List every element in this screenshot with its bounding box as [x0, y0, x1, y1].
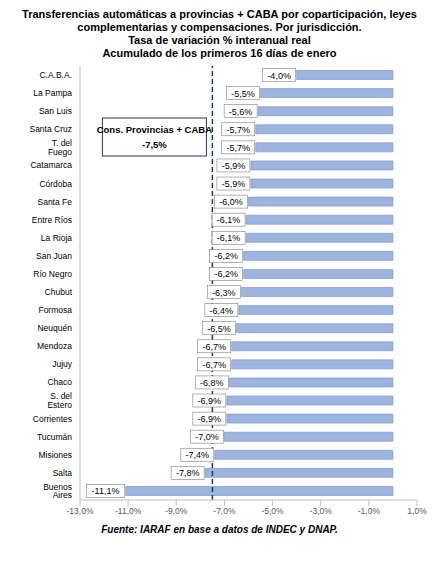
svg-text:Río Negro: Río Negro: [33, 269, 72, 279]
svg-text:-6,7%: -6,7%: [202, 342, 226, 352]
svg-text:-6,4%: -6,4%: [210, 306, 234, 316]
svg-text:Santa Fe: Santa Fe: [38, 197, 73, 207]
svg-text:S. delEstero: S. delEstero: [47, 391, 72, 410]
svg-text:-4,0%: -4,0%: [267, 71, 291, 81]
svg-text:Catamarca: Catamarca: [30, 160, 72, 170]
svg-text:-6,2%: -6,2%: [214, 269, 238, 279]
svg-text:Tucumán: Tucumán: [37, 432, 72, 442]
svg-text:Chaco: Chaco: [47, 377, 72, 387]
svg-text:-6,3%: -6,3%: [212, 288, 236, 298]
svg-text:-5,7%: -5,7%: [226, 125, 250, 135]
svg-text:BuenosAires: BuenosAires: [43, 482, 72, 501]
svg-text:La Rioja: La Rioja: [41, 233, 72, 243]
svg-text:Misiones: Misiones: [38, 450, 72, 460]
svg-text:Entre Ríos: Entre Ríos: [32, 215, 72, 225]
svg-text:-9,0%: -9,0%: [165, 506, 188, 516]
svg-text:Corrientes: Corrientes: [33, 414, 72, 424]
svg-text:Chubut: Chubut: [45, 287, 73, 297]
svg-text:-5,5%: -5,5%: [231, 89, 255, 99]
svg-text:Jujuy: Jujuy: [52, 359, 73, 369]
svg-text:-13,0%: -13,0%: [67, 506, 94, 516]
svg-text:La Pampa: La Pampa: [33, 88, 72, 98]
svg-text:-1,0%: -1,0%: [358, 506, 381, 516]
svg-text:-6,1%: -6,1%: [217, 233, 241, 243]
svg-text:C.A.B.A.: C.A.B.A.: [39, 70, 72, 80]
svg-text:-5,9%: -5,9%: [222, 179, 246, 189]
svg-text:-7,5%: -7,5%: [142, 139, 167, 150]
svg-text:-3,0%: -3,0%: [310, 506, 333, 516]
svg-text:1,0%: 1,0%: [407, 506, 427, 516]
svg-text:Formosa: Formosa: [38, 305, 72, 315]
svg-text:-5,6%: -5,6%: [229, 107, 253, 117]
svg-text:Mendoza: Mendoza: [37, 341, 72, 351]
svg-text:-11,1%: -11,1%: [92, 486, 120, 496]
svg-text:-6,2%: -6,2%: [214, 251, 238, 261]
svg-text:-6,0%: -6,0%: [219, 197, 243, 207]
svg-text:-5,9%: -5,9%: [222, 161, 246, 171]
svg-text:-7,0%: -7,0%: [213, 506, 236, 516]
html-text:Fuente: IARAF en base a datos: Fuente: IARAF en base a datos de INDEC y…: [101, 524, 338, 535]
svg-text:Córdoba: Córdoba: [39, 179, 72, 189]
html-text:Tasa de variación % interanual: Tasa de variación % interanual real: [128, 34, 311, 46]
svg-text:Neuquén: Neuquén: [37, 323, 72, 333]
svg-text:-6,9%: -6,9%: [198, 414, 222, 424]
svg-text:-6,9%: -6,9%: [198, 396, 222, 406]
svg-text:T. delFuego: T. delFuego: [48, 138, 72, 157]
svg-text:-5,0%: -5,0%: [261, 506, 284, 516]
svg-text:-11,0%: -11,0%: [115, 506, 142, 516]
html-text:Transferencias automáticas a p: Transferencias automáticas a provincias …: [22, 8, 417, 33]
svg-text:-6,7%: -6,7%: [202, 360, 226, 370]
svg-text:-5,7%: -5,7%: [226, 143, 250, 153]
svg-text:Santa Cruz: Santa Cruz: [29, 124, 72, 134]
svg-text:-6,8%: -6,8%: [200, 378, 224, 388]
svg-text:San Juan: San Juan: [36, 251, 72, 261]
svg-text:Cons. Provincias + CABA: Cons. Provincias + CABA: [97, 124, 212, 135]
svg-text:Salta: Salta: [53, 468, 73, 478]
svg-text:-7,4%: -7,4%: [186, 450, 210, 460]
svg-text:San Luis: San Luis: [39, 106, 72, 116]
svg-text:-6,1%: -6,1%: [217, 215, 241, 225]
svg-text:-6,5%: -6,5%: [207, 324, 231, 334]
html-text:Acumulado de los primeros 16 d: Acumulado de los primeros 16 días de ene…: [102, 47, 337, 59]
svg-text:-7,0%: -7,0%: [195, 432, 219, 442]
svg-text:-7,8%: -7,8%: [176, 468, 200, 478]
